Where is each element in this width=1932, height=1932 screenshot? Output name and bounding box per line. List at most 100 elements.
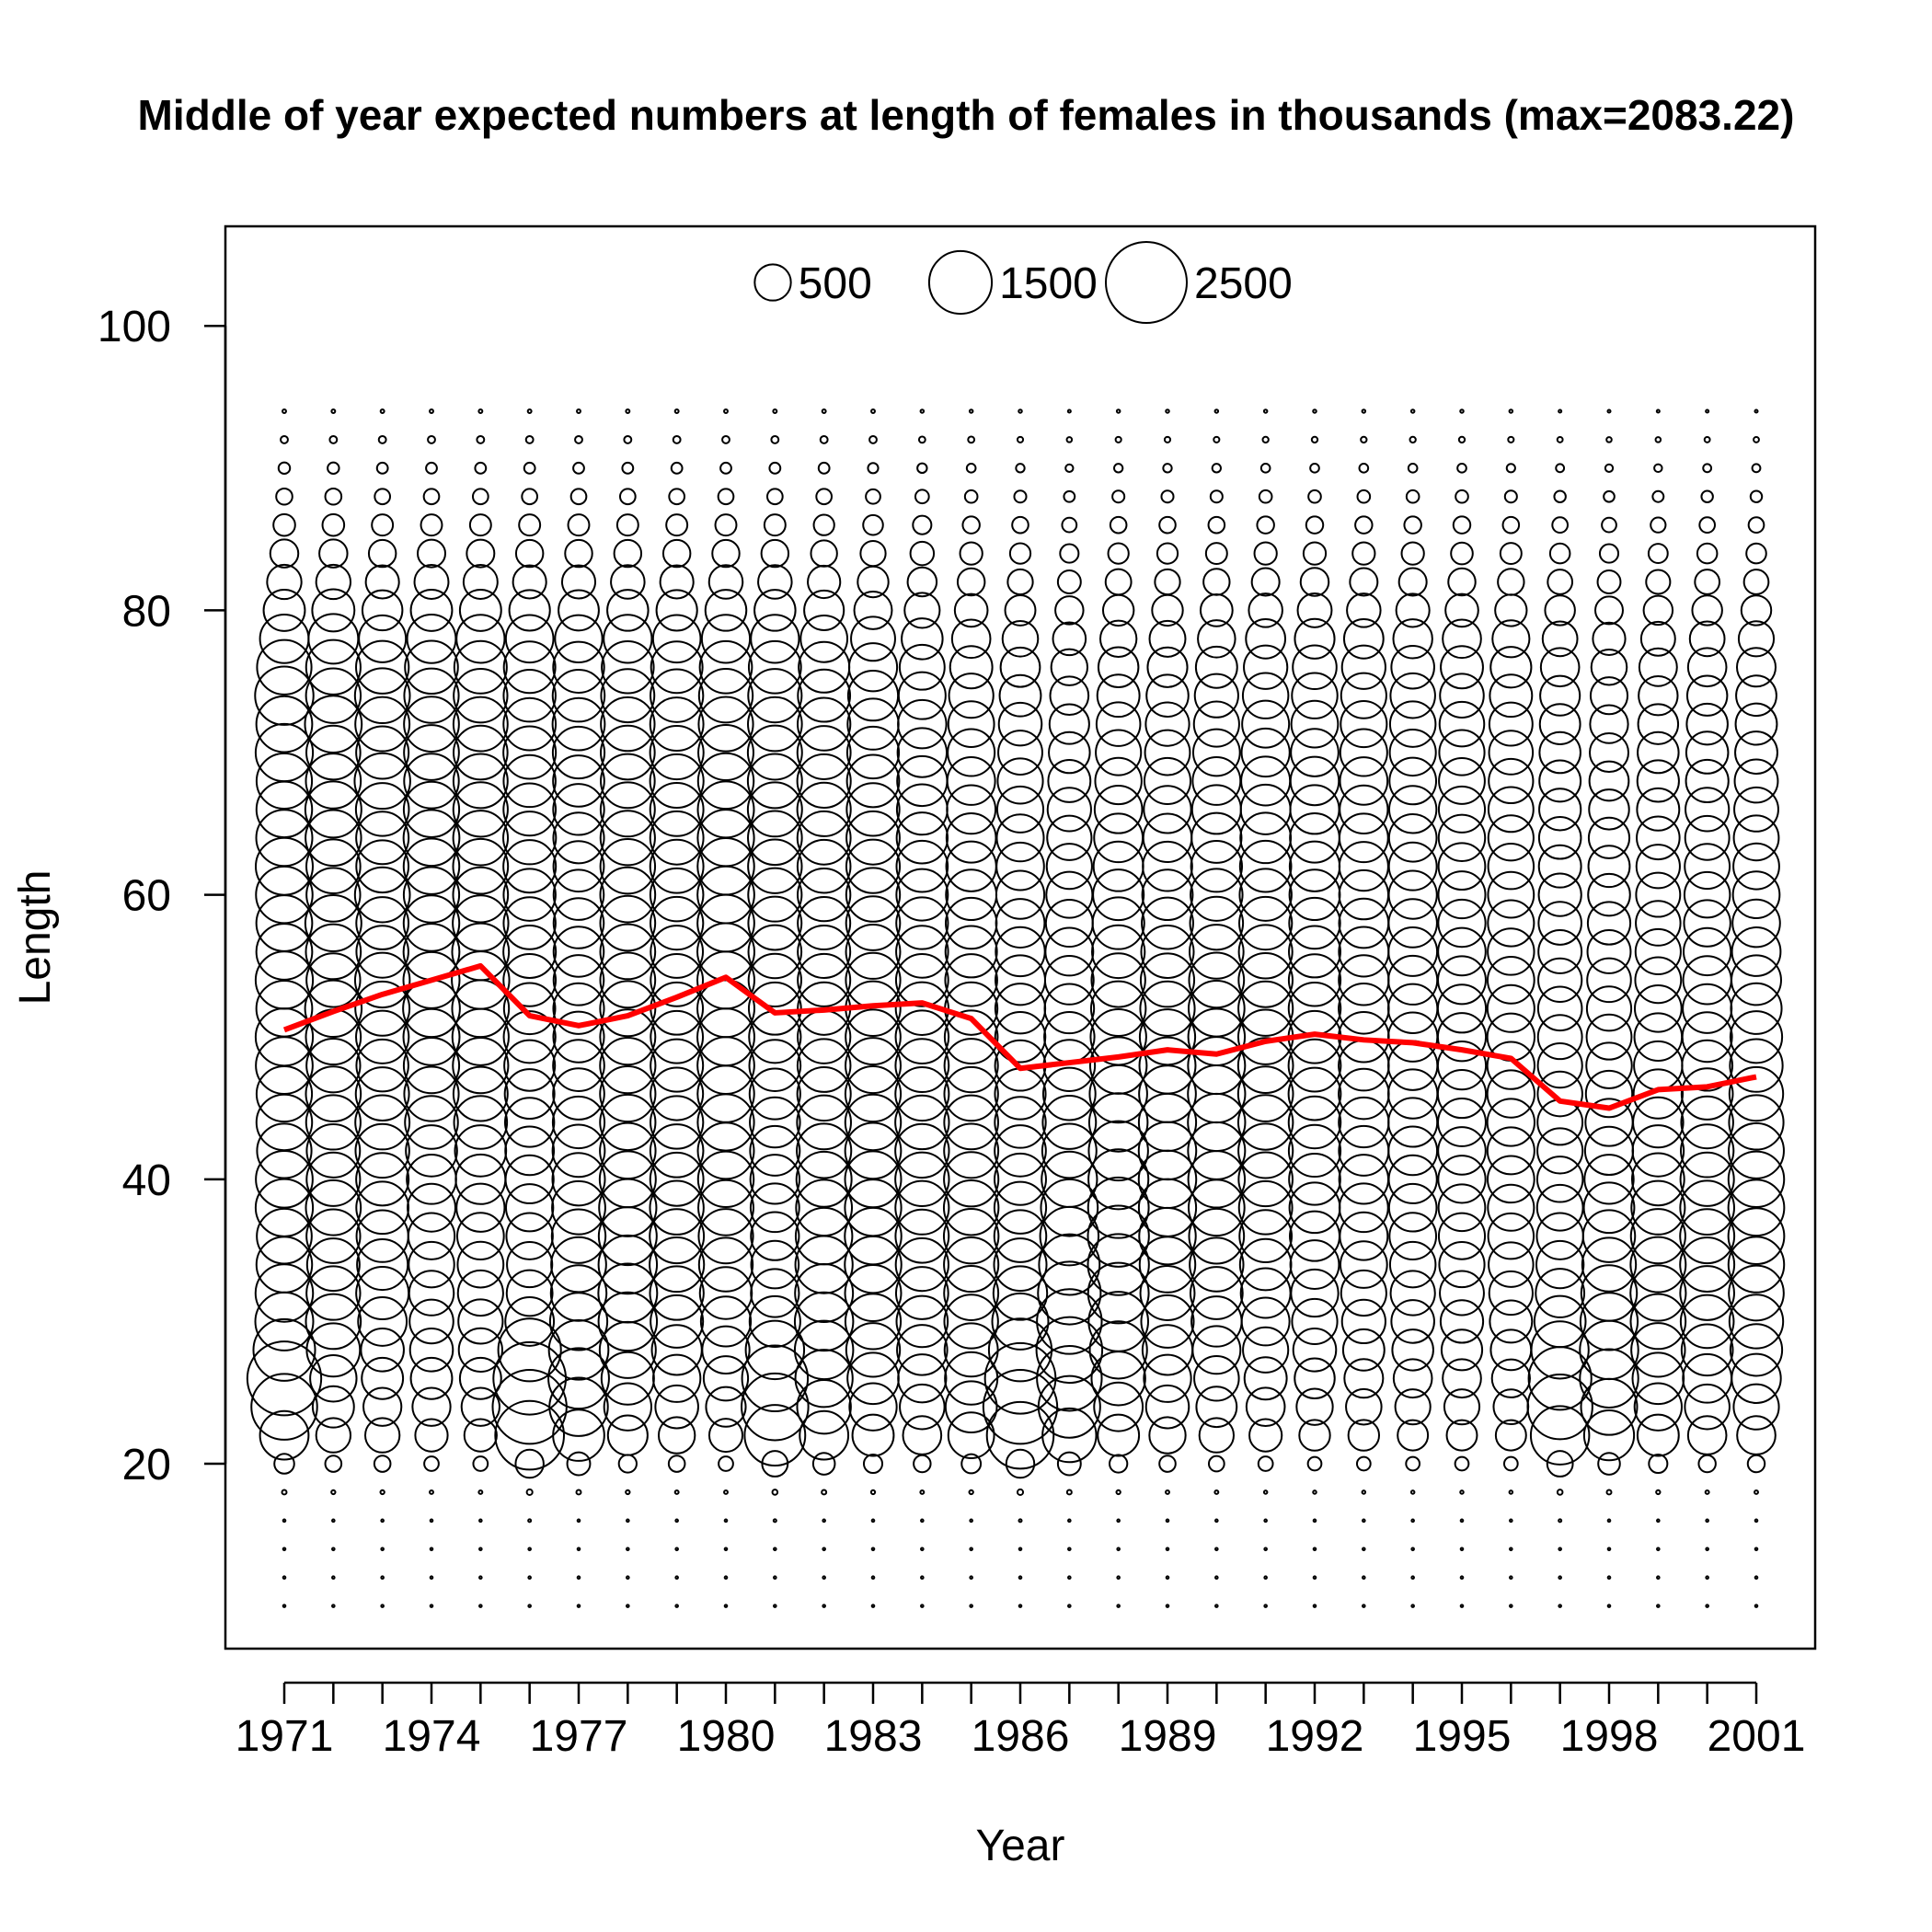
bubble [1397,567,1428,597]
bubble [1486,983,1535,1033]
bubble [747,639,802,695]
bubble [1248,1418,1283,1453]
bubble [1238,895,1294,951]
bubble [1683,926,1732,977]
bubble [968,1489,974,1496]
bubble [457,1327,503,1373]
bubble [309,1354,358,1403]
bubble [797,668,852,723]
bubble [455,1182,506,1233]
bubble [1213,408,1220,414]
bubble [1238,1237,1293,1292]
y-tick-label: 40 [122,1156,171,1205]
bubble [1729,1010,1784,1064]
bubble [357,1296,408,1347]
bubble [1605,1489,1613,1496]
bubble [1242,1326,1290,1374]
bubble [1287,953,1342,1007]
bubble [1630,1179,1686,1236]
bubble [380,1547,385,1552]
bubble [504,614,555,664]
bubble [993,1180,1048,1235]
bubble [502,924,558,979]
bubble [1306,1455,1323,1472]
bubble [870,1547,876,1552]
bubble [1043,983,1096,1035]
bubble [705,1386,747,1428]
bubble [857,565,890,599]
bubble [1594,595,1624,626]
bubble [422,488,441,506]
bubble [567,513,591,537]
bubble [1589,704,1629,744]
bubble [1650,516,1667,534]
bubble [721,434,730,444]
bubble [1290,728,1340,777]
bubble [1307,489,1322,504]
bubble [723,1489,729,1495]
bubble [896,1324,949,1376]
bubble [947,728,996,777]
bubble [1488,757,1535,805]
x-axis: 1971 1974 1977 1980 1983 1986 1989 1992 1995 1998… [236,1681,1805,1761]
bubble [995,926,1046,978]
bubble [305,1037,362,1094]
bubble [402,950,461,1009]
bubble [404,639,459,696]
bubble [599,837,657,895]
bubble [1287,982,1342,1036]
bubble [797,867,852,923]
bubble [379,1489,385,1496]
bubble [552,1010,605,1064]
bubble [375,461,389,475]
bubble [1345,1387,1383,1426]
bubble [1240,1296,1291,1347]
bubble [1410,1518,1415,1524]
bubble [282,1547,287,1552]
bubble [1237,980,1294,1037]
bubble [1237,952,1294,1008]
bubble [353,667,411,725]
bubble [1388,700,1437,748]
bubble [1340,1298,1386,1345]
bubble [1160,489,1175,504]
bubble [1237,1151,1294,1208]
bubble [869,1489,877,1496]
bubble [1490,1358,1531,1398]
bubble [899,1383,946,1431]
bubble [277,461,292,476]
bubble [1539,647,1581,688]
bubble [472,1455,489,1472]
bubble [1092,868,1145,922]
bubble [1634,956,1683,1005]
bubble [1016,1488,1025,1496]
bubble [1061,516,1078,534]
bubble [1598,543,1620,564]
bubble [1191,1325,1242,1375]
bubble [506,1241,554,1289]
bubble [1361,1489,1367,1495]
bubble [1141,868,1194,922]
bubble [458,588,502,632]
x-tick-label: 1992 [1266,1712,1364,1761]
bubble [673,408,680,414]
bubble [943,1094,999,1151]
bubble [965,463,977,474]
bubble [551,1152,606,1207]
bubble [969,1604,973,1608]
bubble [1544,594,1576,627]
bubble [747,668,803,724]
bubble [1087,1291,1149,1352]
bubble [896,727,949,778]
bubble [1091,924,1146,980]
bubble [1188,1207,1246,1265]
bubble [1338,983,1390,1035]
bubble [502,640,557,695]
bubble [626,1575,630,1580]
bubble [1508,1489,1514,1495]
bubble [305,753,362,810]
bubble [453,667,509,724]
bubble [1239,783,1292,835]
bubble [945,868,998,922]
bubble [1309,463,1320,474]
